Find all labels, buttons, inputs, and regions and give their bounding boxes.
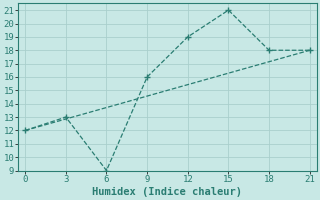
X-axis label: Humidex (Indice chaleur): Humidex (Indice chaleur) <box>92 186 243 197</box>
